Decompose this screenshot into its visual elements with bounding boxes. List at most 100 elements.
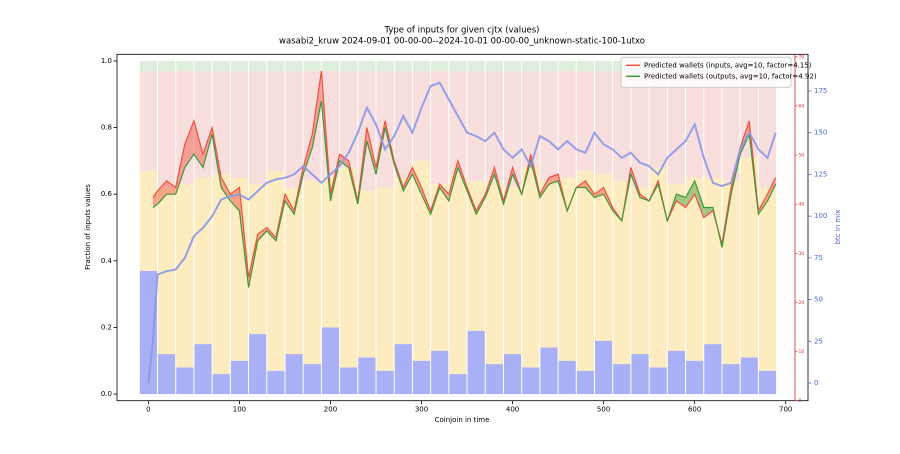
bar-segment [449,374,467,395]
bar-segment [686,360,704,395]
bar-segment [285,187,303,355]
bar-segment [321,60,340,71]
bar-segment [431,350,449,395]
x-axis-label: Coinjoin in time [435,416,490,424]
bar-segment [576,60,595,71]
bar-segment [522,70,540,168]
chart-subtitle: wasabi2_kruw 2024-09-01 00-00-00--2024-1… [279,37,645,47]
bar-segment [467,180,485,331]
bar-segment [576,370,595,395]
bar-segment [194,60,212,71]
y3-tick-label: 40 [799,202,805,208]
bar-segment [139,70,158,171]
bar-segment [595,60,613,71]
legend-label: Predicted wallets (outputs, avg=10, fact… [644,72,817,80]
x-tick-label: 600 [688,406,701,414]
bar-segment [303,70,321,181]
bar-segment [412,60,431,71]
y-tick-label: 0.0 [101,390,112,398]
y-axis-label: Fraction of inputs values [84,184,92,270]
bar-segment [758,370,777,395]
bar-segment [631,70,649,188]
bar-segment [176,60,194,71]
bar-segment [394,177,412,345]
y2-tick-label: 150 [814,129,827,137]
bar-segment [558,177,576,361]
bar-segment [558,360,576,395]
y3-tick-label: 30 [799,251,805,257]
bar-segment [412,70,431,161]
bar-segment [376,370,394,395]
bar-segment [704,344,722,395]
bar-segment [267,370,285,395]
bar-segment [340,60,358,71]
bar-segment [467,330,485,395]
bar-segment [540,70,558,181]
y3-tick-label: 50 [799,153,805,159]
bar-segment [467,70,485,181]
y-tick-label: 0.8 [101,124,112,132]
bar-segment [176,70,194,185]
bar-segment [758,187,777,371]
bar-segment [394,70,412,178]
bar-segment [649,367,667,395]
bar-segment [267,60,285,71]
difference-fill [685,180,695,208]
bar-segment [267,170,285,371]
bar-segment [558,60,576,71]
bar-segment [303,60,321,71]
bar-segment [412,360,431,395]
bar-segment [394,344,412,395]
bar-segment [303,364,321,395]
bar-segment [485,70,503,181]
y3-tick-label: 70 [799,54,805,60]
bar-segment [431,60,449,71]
bar-segment [176,184,194,368]
bar-segment [740,70,758,158]
y-tick-label: 1.0 [101,57,112,65]
bar-segment [303,180,321,365]
bar-segment [540,180,558,348]
bar-segment [576,70,595,171]
bar-segment [740,357,758,395]
x-tick-label: 200 [324,406,337,414]
bar-segment [212,374,230,395]
bar-segment [267,70,285,171]
difference-fill [166,180,176,195]
bar-segment [376,60,394,71]
difference-fill [221,177,231,201]
chart-title: Type of inputs for given cjtx (values) [384,26,540,36]
bar-segment [485,364,503,395]
y3-tick-label: 0 [799,398,802,404]
bar-segment [667,184,686,351]
bar-segment [230,360,249,395]
line [152,70,777,278]
bar-segment [431,70,449,185]
bar-segment [558,70,576,178]
bar-segment [522,167,540,368]
difference-fill [184,120,194,168]
bar-segment [358,60,376,71]
difference-fill [412,167,422,195]
bar-segment [249,70,267,185]
bar-segment [595,340,613,395]
bar-segment [285,60,303,71]
bar-segment [649,70,667,168]
bar-segment [212,174,230,375]
bar-segment [158,70,176,188]
bar-segment [503,60,522,71]
bar-segment [540,347,558,395]
difference-fill [548,174,559,185]
bar-segment [485,60,503,71]
bar-segment [176,367,194,395]
y2-tick-label: 0 [814,379,818,387]
x-tick-label: 0 [146,406,150,414]
bar-segment [321,177,340,328]
y-tick-label: 0.6 [101,190,113,198]
bar-segment [686,177,704,361]
y2-tick-label: 50 [814,296,823,304]
bar-segment [595,70,613,175]
bar-segment [230,70,249,178]
bar-segment [194,344,212,395]
